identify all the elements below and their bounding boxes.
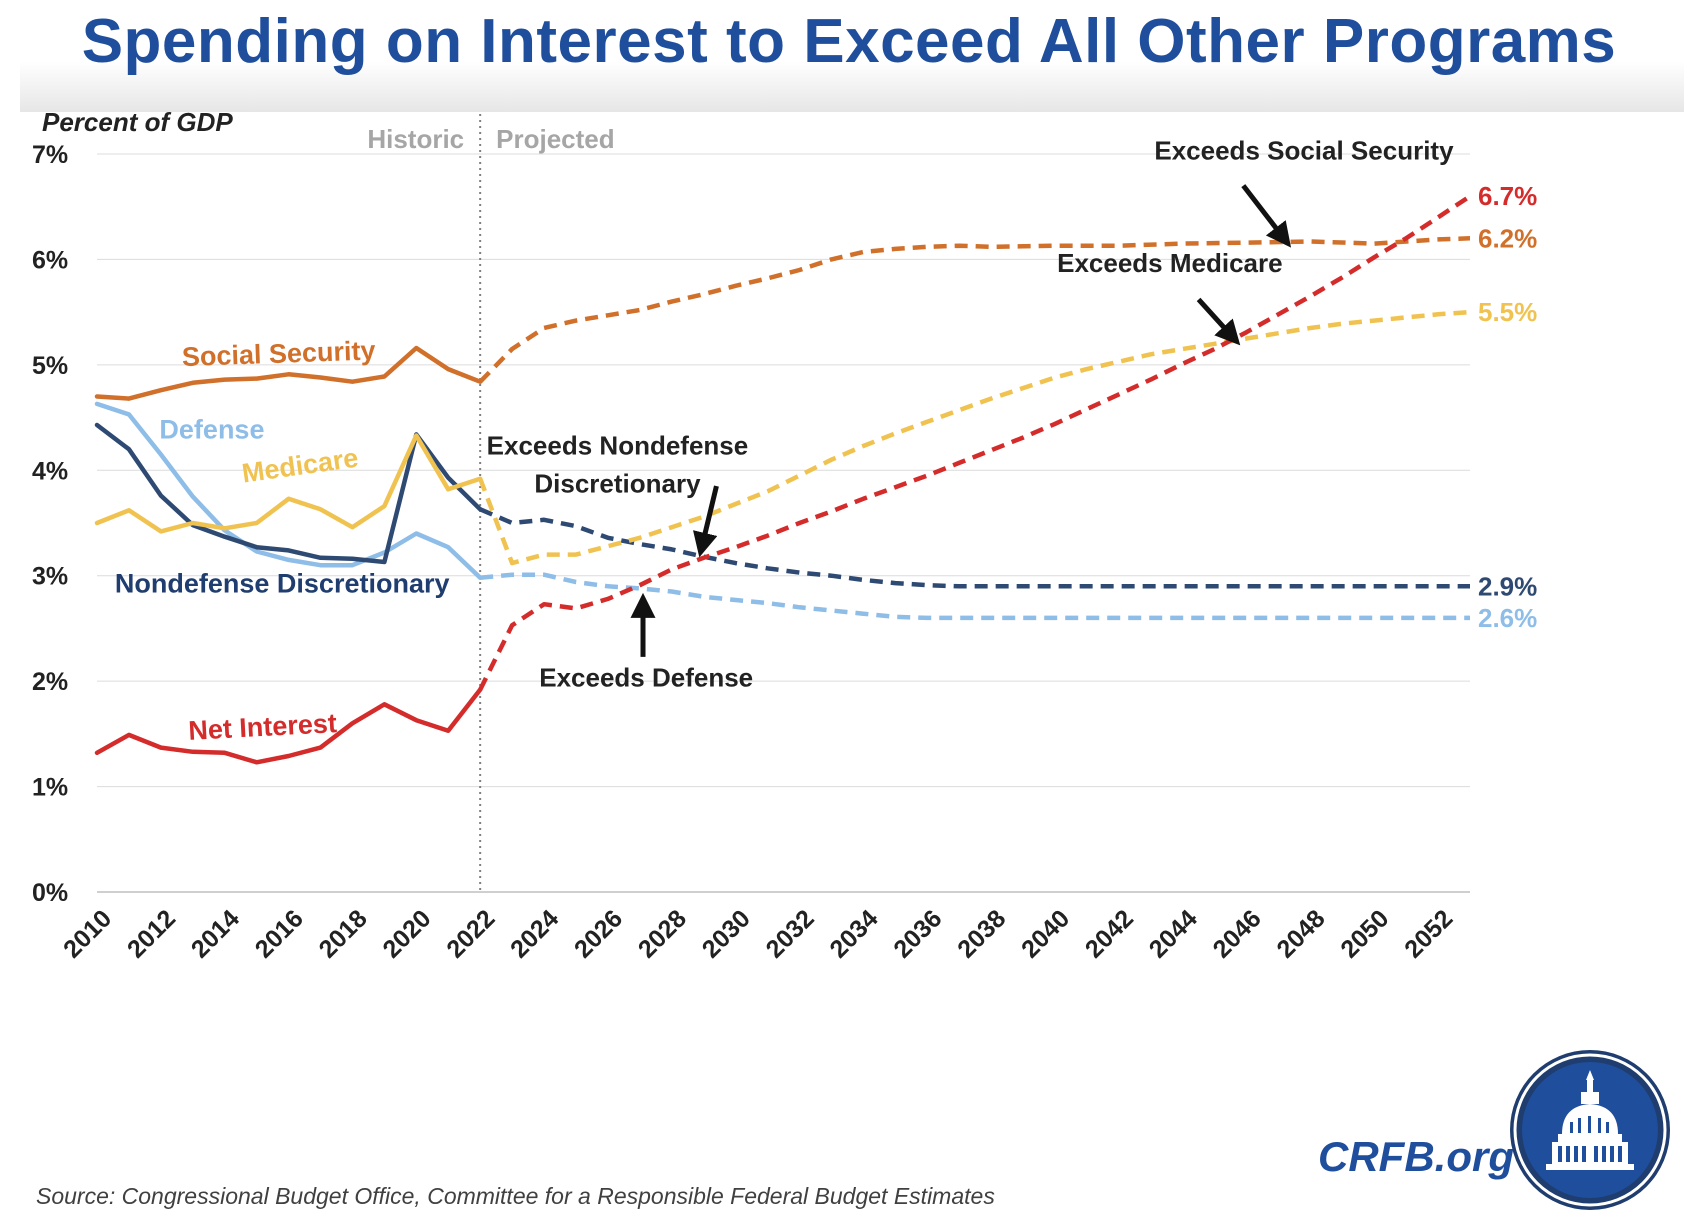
net-interest-end-value-label: 6.7% (1478, 181, 1537, 211)
annotation-label: Exceeds Nondefense (487, 430, 749, 460)
y-tick-label: 5% (32, 352, 68, 380)
x-tick-label: 2018 (314, 904, 373, 963)
y-tick-label: 3% (32, 563, 68, 591)
y-axis-label: Percent of GDP (42, 107, 233, 137)
series-name-label: Nondefense Discretionary (115, 569, 450, 599)
x-tick-label: 2038 (952, 904, 1011, 963)
net-interest-projected-line (478, 194, 1472, 691)
y-tick-label: 0% (32, 879, 68, 907)
medicare-historic-line (94, 433, 483, 534)
source-note: Source: Congressional Budget Office, Com… (36, 1183, 995, 1209)
x-tick-label: 2012 (122, 904, 181, 963)
x-tick-label: 2030 (697, 904, 756, 963)
y-tick-label: 2% (32, 668, 68, 696)
series-name-label: Defense (159, 415, 264, 445)
x-tick-label: 2024 (505, 904, 564, 963)
series-name-label: Net Interest (188, 708, 338, 746)
annotation-label: Exceeds Medicare (1057, 248, 1282, 278)
annotation-arrow (1196, 297, 1241, 346)
x-tick-label: 2020 (377, 904, 436, 963)
x-tick-label: 2046 (1208, 904, 1267, 963)
x-tick-label: 2044 (1144, 904, 1203, 963)
social-security-end-value-label: 6.2% (1478, 223, 1537, 253)
x-tick-label: 2032 (761, 904, 820, 963)
x-tick-label: 2028 (633, 904, 692, 963)
annotation-label: Exceeds Social Security (1154, 135, 1454, 165)
y-tick-label: 1% (32, 774, 68, 802)
nondefense-discretionary-projected-line (479, 507, 1470, 589)
social-security-historic-line (94, 345, 483, 401)
x-tick-label: 2016 (250, 904, 309, 963)
x-tick-label: 2036 (888, 904, 947, 963)
annotation-arrow (1241, 184, 1292, 248)
y-tick-label: 7% (32, 141, 68, 169)
annotation-label: Exceeds Defense (539, 662, 753, 692)
x-tick-label: 2050 (1335, 904, 1394, 963)
nondefense-discretionary-end-value-label: 2.9% (1478, 571, 1537, 601)
x-tick-label: 2026 (569, 904, 628, 963)
x-tick-label: 2052 (1399, 904, 1458, 963)
x-tick-label: 2014 (186, 904, 245, 963)
defense-historic-line (94, 401, 483, 581)
x-tick-label: 2048 (1271, 904, 1330, 963)
annotation-arrow (693, 485, 719, 558)
medicare-end-value-label: 5.5% (1478, 297, 1537, 327)
net-interest-historic-line (94, 687, 483, 765)
x-tick-label: 2010 (58, 904, 117, 963)
defense-end-value-label: 2.6% (1478, 603, 1537, 633)
title-band (20, 0, 1684, 112)
social-security-projected-line (478, 236, 1471, 384)
x-tick-label: 2034 (824, 904, 883, 963)
defense-projected-line (479, 572, 1470, 621)
brand-text[interactable]: CRFB.org (1318, 1133, 1514, 1180)
historic-label: Historic (367, 124, 464, 154)
x-tick-label: 2040 (1016, 904, 1075, 963)
y-tick-label: 4% (32, 457, 68, 485)
projected-label: Projected (496, 124, 615, 154)
x-tick-label: 2022 (441, 904, 500, 963)
series-name-label: Social Security (181, 335, 376, 372)
crfb-logo-icon (1510, 1050, 1670, 1210)
y-tick-label: 6% (32, 246, 68, 274)
x-tick-label: 2042 (1080, 904, 1139, 963)
series-name-label: Medicare (240, 443, 360, 489)
chart-title: Spending on Interest to Exceed All Other… (81, 7, 1617, 76)
annotation-label: Discretionary (534, 468, 701, 498)
